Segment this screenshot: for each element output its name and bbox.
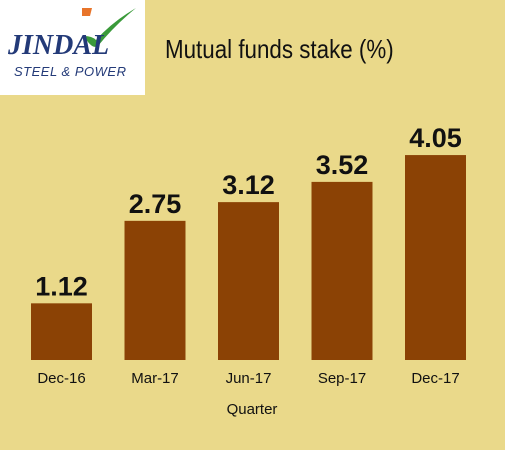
logo-subtitle: STEEL & POWER bbox=[14, 64, 127, 79]
category-label-jun-17: Jun-17 bbox=[226, 370, 272, 387]
logo: JINDAL STEEL & POWER bbox=[0, 0, 145, 95]
bars-group bbox=[31, 155, 466, 360]
value-label-mar-17: 2.75 bbox=[129, 189, 182, 219]
category-label-dec-17: Dec-17 bbox=[411, 370, 459, 387]
logo-brand: JINDAL bbox=[8, 30, 110, 61]
bar-jun-17 bbox=[218, 202, 279, 360]
bar-sep-17 bbox=[311, 181, 373, 360]
category-label-mar-17: Mar-17 bbox=[131, 370, 179, 387]
value-labels-group: 1.12 2.75 3.12 3.52 4.05 bbox=[35, 123, 462, 301]
category-label-sep-17: Sep-17 bbox=[318, 370, 366, 387]
category-labels-group: Dec-16 Mar-17 Jun-17 Sep-17 Dec-17 bbox=[37, 370, 459, 387]
value-label-dec-16: 1.12 bbox=[35, 271, 88, 301]
logo-flag-icon bbox=[82, 8, 92, 16]
bar-dec-17 bbox=[405, 155, 466, 360]
logo-check-icon bbox=[82, 8, 136, 47]
value-label-dec-17: 4.05 bbox=[409, 123, 462, 153]
value-label-jun-17: 3.12 bbox=[222, 170, 275, 200]
bar-mar-17 bbox=[124, 220, 186, 360]
x-axis-label: Quarter bbox=[227, 401, 278, 418]
category-label-dec-16: Dec-16 bbox=[37, 370, 85, 387]
bar-dec-16 bbox=[31, 303, 92, 360]
chart-title: Mutual funds stake (%) bbox=[165, 34, 394, 64]
value-label-sep-17: 3.52 bbox=[316, 150, 369, 180]
